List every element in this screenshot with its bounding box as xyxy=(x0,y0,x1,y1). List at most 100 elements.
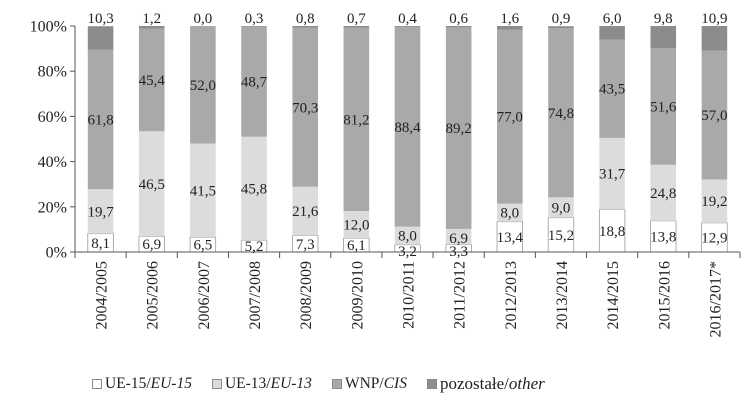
x-tick-label: 2014/2015 xyxy=(605,261,622,329)
data-label-2-11: 31,7 xyxy=(599,167,626,183)
data-label-3-8: 89,2 xyxy=(446,121,472,137)
data-label-3-5: 70,3 xyxy=(292,100,318,116)
bar-segment-3-13 xyxy=(701,50,728,180)
x-tick-label: 2007/2008 xyxy=(247,261,264,329)
bar-segment-3-4 xyxy=(241,26,267,137)
legend-item-wnp: WNP/CIS xyxy=(331,375,407,393)
legend-label-wnp: WNP/CIS xyxy=(344,375,407,392)
data-label-4-2: 1,2 xyxy=(142,11,161,27)
bar-segment-4-2 xyxy=(138,26,165,29)
data-label-2-3: 41,5 xyxy=(190,183,216,199)
legend-label-other: pozostałe/other xyxy=(439,374,545,393)
data-label-1-9: 13,4 xyxy=(497,230,524,246)
data-label-2-10: 9,0 xyxy=(552,200,571,216)
data-label-1-11: 18,8 xyxy=(599,224,625,240)
data-label-3-7: 88,4 xyxy=(394,120,421,136)
data-label-3-1: 61,8 xyxy=(87,112,113,128)
legend-item-other: pozostałe/other xyxy=(426,374,545,394)
legend-swatch-ue15 xyxy=(92,379,102,389)
legend-swatch-ue13 xyxy=(211,379,222,389)
data-label-1-6: 6,1 xyxy=(347,238,366,254)
axes-layer: 0% 20% 40% 60% 80% 100% 2004/2005 2005/2006 2006… xyxy=(30,19,741,337)
bar-segment-2-9 xyxy=(497,203,523,222)
x-tick-label: 2015/2016 xyxy=(656,261,673,329)
data-label-4-5: 0,8 xyxy=(296,11,315,27)
bar-segment-4-1 xyxy=(87,26,114,50)
y-tick-label: 60% xyxy=(38,109,67,126)
data-label-3-2: 45,4 xyxy=(139,73,166,89)
bar-segment-1-11 xyxy=(598,209,626,253)
bar-segment-4-6 xyxy=(343,26,370,28)
legend-swatch-other xyxy=(426,379,437,389)
data-label-1-4: 5,2 xyxy=(245,239,264,255)
data-label-3-4: 48,7 xyxy=(241,75,268,91)
legend-label-ue13: UE-13/EU-13 xyxy=(224,375,312,392)
x-tick-label: 2013/2014 xyxy=(554,261,571,329)
data-label-4-12: 9,8 xyxy=(654,11,673,27)
x-tick-label: 2010/2011 xyxy=(401,261,418,329)
data-label-1-3: 6,5 xyxy=(194,238,213,254)
bar-segment-4-12 xyxy=(650,26,677,49)
x-tick-label: 2006/2007 xyxy=(196,261,213,329)
data-label-4-4: 0,3 xyxy=(245,11,264,27)
bar-segment-3-12 xyxy=(650,48,677,165)
bar-segment-4-4 xyxy=(241,26,267,27)
bar-segment-2-3 xyxy=(190,143,216,238)
bar-segment-3-3 xyxy=(190,26,216,144)
data-label-2-13: 19,2 xyxy=(701,194,727,210)
y-tick-label: 40% xyxy=(38,154,67,171)
bar-segment-3-8 xyxy=(445,27,472,229)
data-label-2-7: 8,0 xyxy=(398,229,417,245)
bar-segment-4-8 xyxy=(445,26,472,28)
bar-segment-4-9 xyxy=(497,26,523,30)
x-tick-label: 2011/2012 xyxy=(452,261,469,329)
bar-segment-2-2 xyxy=(138,131,165,237)
bar-segment-3-7 xyxy=(394,26,421,227)
data-label-3-12: 51,6 xyxy=(650,99,677,115)
legend-label-ue15: UE-15/EU-15 xyxy=(105,375,192,392)
data-labels-layer: 8,1 19,7 61,8 10,3 6,9 46,5 45,4 1,2 6,5 41,5 52,0… xyxy=(87,11,727,260)
data-label-4-7: 0,4 xyxy=(398,11,417,27)
bar-segment-1-10 xyxy=(547,217,575,253)
x-tick-label: 2005/2006 xyxy=(145,261,162,329)
legend: UE-15/EU-15 UE-13/EU-13 WNP/CIS pozostał… xyxy=(92,373,565,395)
data-label-2-5: 21,6 xyxy=(292,204,319,220)
data-label-3-9: 77,0 xyxy=(497,110,523,126)
data-label-4-13: 10,9 xyxy=(701,11,727,27)
bar-segment-3-2 xyxy=(138,28,165,132)
bar-segment-3-6 xyxy=(343,27,370,212)
data-label-1-5: 7,3 xyxy=(296,237,315,253)
y-tick-label: 0% xyxy=(46,245,67,262)
bar-segment-2-1 xyxy=(87,189,114,234)
legend-item-ue15: UE-15/EU-15 xyxy=(92,375,192,393)
bar-segment-4-7 xyxy=(394,26,421,27)
data-label-1-7: 3,2 xyxy=(398,244,417,260)
bar-segment-4-13 xyxy=(701,26,728,51)
bar-segment-2-7 xyxy=(394,226,421,245)
bar-segment-2-4 xyxy=(241,136,267,241)
data-label-2-1: 19,7 xyxy=(87,204,114,220)
bar-segment-2-5 xyxy=(292,186,318,236)
data-label-4-10: 0,9 xyxy=(552,11,571,27)
data-label-2-12: 24,8 xyxy=(650,186,676,202)
x-tick-label: 2012/2013 xyxy=(503,261,520,329)
x-tick-label: 2008/2009 xyxy=(298,261,315,329)
data-label-1-13: 12,9 xyxy=(701,230,727,246)
data-label-4-1: 10,3 xyxy=(87,11,113,27)
x-tick-label: 2004/2005 xyxy=(94,261,111,329)
bar-segment-2-13 xyxy=(701,179,728,223)
x-tick-label: 2009/2010 xyxy=(349,261,366,329)
data-label-2-8: 6,9 xyxy=(449,231,468,247)
data-label-2-6: 12,0 xyxy=(343,218,369,234)
bar-segment-3-9 xyxy=(497,29,523,204)
data-label-3-11: 43,5 xyxy=(599,82,625,98)
bar-segment-2-6 xyxy=(343,211,370,239)
data-label-3-6: 81,2 xyxy=(343,112,369,128)
data-label-4-8: 0,6 xyxy=(449,11,468,27)
data-label-1-10: 15,2 xyxy=(548,228,574,244)
bars-layer xyxy=(87,26,728,253)
bar-segment-4-11 xyxy=(599,26,625,40)
x-tick-label: 2016/2017* xyxy=(707,261,724,337)
y-tick-label: 80% xyxy=(38,64,67,81)
bar-segment-3-1 xyxy=(87,49,114,190)
